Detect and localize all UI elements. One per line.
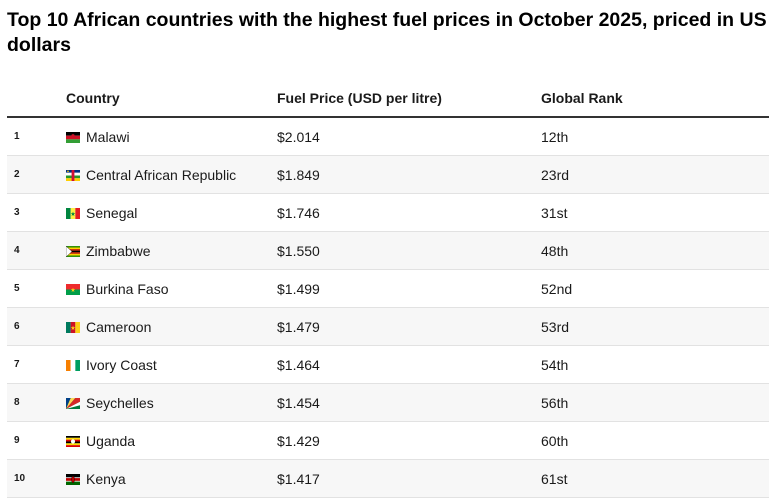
country-cell: Burkina Faso [59, 269, 277, 308]
country-name: Ivory Coast [86, 356, 157, 373]
fuel-price-cell: $1.464 [277, 345, 541, 384]
country-cell: Seychelles [59, 383, 277, 422]
table-header-row: Country Fuel Price (USD per litre) Globa… [7, 80, 769, 118]
country-cell: Kenya [59, 459, 277, 498]
senegal-flag-icon [66, 207, 80, 219]
central-african-republic-flag-icon [66, 169, 80, 181]
table-row: 8 Seychelles $1.454 56th [7, 383, 769, 422]
fuel-price-cell: $1.429 [277, 421, 541, 460]
table-row: 9 Uganda $1.429 60th [7, 421, 769, 460]
kenya-flag-icon [66, 473, 80, 485]
ivory-coast-flag-icon [66, 359, 80, 371]
country-cell: Zimbabwe [59, 231, 277, 270]
price-column-header: Fuel Price (USD per litre) [277, 80, 541, 118]
fuel-price-cell: $2.014 [277, 117, 541, 156]
table-row: 4 Zimbabwe $1.550 48th [7, 231, 769, 270]
table-row: 5 Burkina Faso $1.499 52nd [7, 269, 769, 308]
seychelles-flag-icon [66, 397, 80, 409]
fuel-price-table: Country Fuel Price (USD per litre) Globa… [7, 80, 769, 498]
global-rank-column-header: Global Rank [541, 80, 769, 118]
country-name: Zimbabwe [86, 242, 151, 259]
country-cell: Malawi [59, 117, 277, 156]
table-row: 3 Senegal $1.746 31st [7, 193, 769, 232]
country-column-header: Country [59, 80, 277, 118]
global-rank-cell: 12th [541, 117, 769, 156]
rank-column-header [7, 80, 59, 118]
global-rank-cell: 31st [541, 193, 769, 232]
row-rank: 8 [7, 383, 59, 422]
country-name: Kenya [86, 470, 126, 487]
row-rank: 9 [7, 421, 59, 460]
table-body: 1 Malawi $2.014 12th 2 Central African Republ… [7, 117, 769, 498]
table-row: 7 Ivory Coast $1.464 54th [7, 345, 769, 384]
country-cell: Central African Republic [59, 155, 277, 194]
global-rank-cell: 23rd [541, 155, 769, 194]
row-rank: 10 [7, 459, 59, 498]
fuel-price-cell: $1.849 [277, 155, 541, 194]
country-cell: Ivory Coast [59, 345, 277, 384]
fuel-price-cell: $1.550 [277, 231, 541, 270]
fuel-price-cell: $1.499 [277, 269, 541, 308]
country-name: Uganda [86, 432, 136, 449]
country-cell: Uganda [59, 421, 277, 460]
country-name: Burkina Faso [86, 280, 169, 297]
table-row: 1 Malawi $2.014 12th [7, 117, 769, 156]
country-cell: Senegal [59, 193, 277, 232]
fuel-price-cell: $1.454 [277, 383, 541, 422]
global-rank-cell: 52nd [541, 269, 769, 308]
global-rank-cell: 60th [541, 421, 769, 460]
global-rank-cell: 53rd [541, 307, 769, 346]
uganda-flag-icon [66, 435, 80, 447]
row-rank: 7 [7, 345, 59, 384]
global-rank-cell: 54th [541, 345, 769, 384]
chart-title: Top 10 African countries with the highes… [7, 9, 767, 56]
zimbabwe-flag-icon [66, 245, 80, 257]
cameroon-flag-icon [66, 321, 80, 333]
burkina-faso-flag-icon [66, 283, 80, 295]
row-rank: 1 [7, 117, 59, 156]
country-name: Seychelles [86, 394, 154, 411]
fuel-price-cell: $1.417 [277, 459, 541, 498]
row-rank: 3 [7, 193, 59, 232]
row-rank: 2 [7, 155, 59, 194]
country-name: Senegal [86, 204, 138, 221]
global-rank-cell: 48th [541, 231, 769, 270]
row-rank: 4 [7, 231, 59, 270]
table-row: 6 Cameroon $1.479 53rd [7, 307, 769, 346]
global-rank-cell: 56th [541, 383, 769, 422]
malawi-flag-icon [66, 131, 80, 143]
country-name: Central African Republic [86, 166, 237, 183]
table-row: 10 Kenya $1.417 61st [7, 459, 769, 498]
country-cell: Cameroon [59, 307, 277, 346]
row-rank: 5 [7, 269, 59, 308]
global-rank-cell: 61st [541, 459, 769, 498]
country-name: Malawi [86, 128, 130, 145]
table-row: 2 Central African Republic $1.849 23rd [7, 155, 769, 194]
row-rank: 6 [7, 307, 59, 346]
fuel-price-cell: $1.479 [277, 307, 541, 346]
country-name: Cameroon [86, 318, 152, 335]
fuel-price-cell: $1.746 [277, 193, 541, 232]
